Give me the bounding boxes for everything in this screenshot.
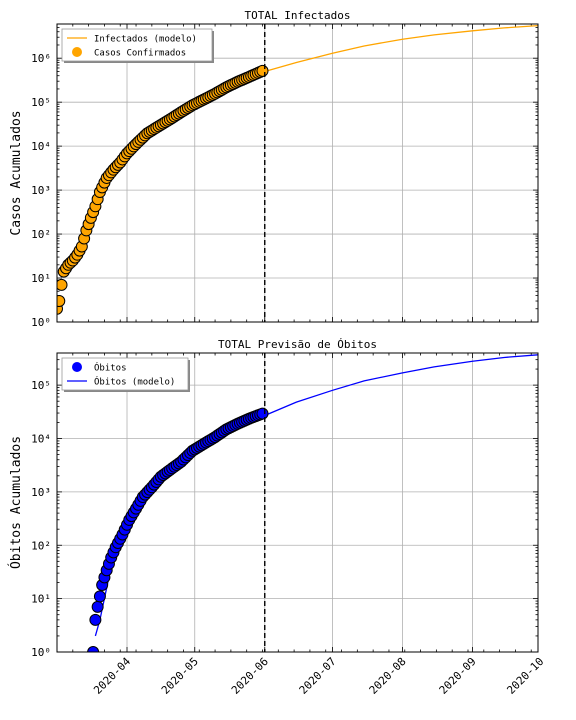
y-tick-label: 10¹ [31,272,51,285]
axes-frame [56,352,539,653]
model-line [264,25,538,73]
legend-box [61,357,189,391]
tick-marks [56,352,538,653]
y-axis-label: Casos Acumulados [9,110,24,235]
plot-area [57,25,538,315]
x-tick-label: 2020-07 [297,655,339,697]
y-tick-label: 10⁰ [31,316,51,329]
chart-title: TOTAL Infectados [245,9,351,22]
plot-area [87,354,538,652]
y-axis-label: Óbitos Acumulados [8,436,24,569]
legend-marker-swatch [72,362,82,372]
legend-marker-swatch [72,47,82,57]
gridlines [57,24,538,323]
x-tick-label: 2020-04 [91,655,133,697]
y-tick-label: 10⁶ [31,52,51,65]
x-tick-label: 2020-10 [504,655,546,697]
chart-title: TOTAL Previsão de Óbitos [218,338,377,351]
y-tick-label: 10⁵ [31,379,51,392]
infected-panel: 10⁰ 10¹ 10² 10³ 10⁴ 10⁵ 10⁶ TOTAL Infectados Cas… [9,9,539,329]
data-point [89,613,102,626]
x-tick-label: 2020-09 [437,655,479,697]
y-tick-label: 10² [31,228,51,241]
data-point [256,64,269,77]
y-tick-label: 10² [31,539,51,552]
legend: Óbitos Óbitos (modelo) [61,357,190,392]
data-point [87,646,100,652]
gridlines [57,353,538,653]
y-tick-label: 10⁴ [31,433,51,446]
y-tick-label: 10⁰ [31,646,51,659]
deaths-panel: 10⁰ 10¹ 10² 10³ 10⁴ 10⁵ 2020-04 2020-05 2020-06 2… [8,338,546,697]
legend-box [61,28,213,62]
data-point [91,600,104,613]
y-tick-label: 10⁴ [31,140,51,153]
model-line [94,354,538,637]
y-tick-label: 10¹ [31,593,51,606]
legend-label: Óbitos (modelo) [94,376,175,388]
data-point [57,278,68,291]
data-point [93,590,106,603]
legend-label: Casos Confirmados [94,49,186,59]
legend-label: Óbitos [94,362,127,374]
y-tick-label: 10³ [31,486,51,499]
scatter-series [57,64,269,315]
data-point [57,295,66,308]
tick-marks [56,23,538,323]
x-tick-label: 2020-05 [159,655,201,697]
axes-frame [56,23,539,323]
y-tick-label: 10³ [31,184,51,197]
x-tick-label: 2020-06 [229,655,271,697]
y-tick-label: 10⁵ [31,96,51,109]
x-tick-label: 2020-08 [367,655,409,697]
legend: Infectados (modelo) Casos Confirmados [61,28,214,63]
scatter-series [87,407,269,652]
legend-label: Infectados (modelo) [94,35,197,45]
data-point [256,407,269,420]
